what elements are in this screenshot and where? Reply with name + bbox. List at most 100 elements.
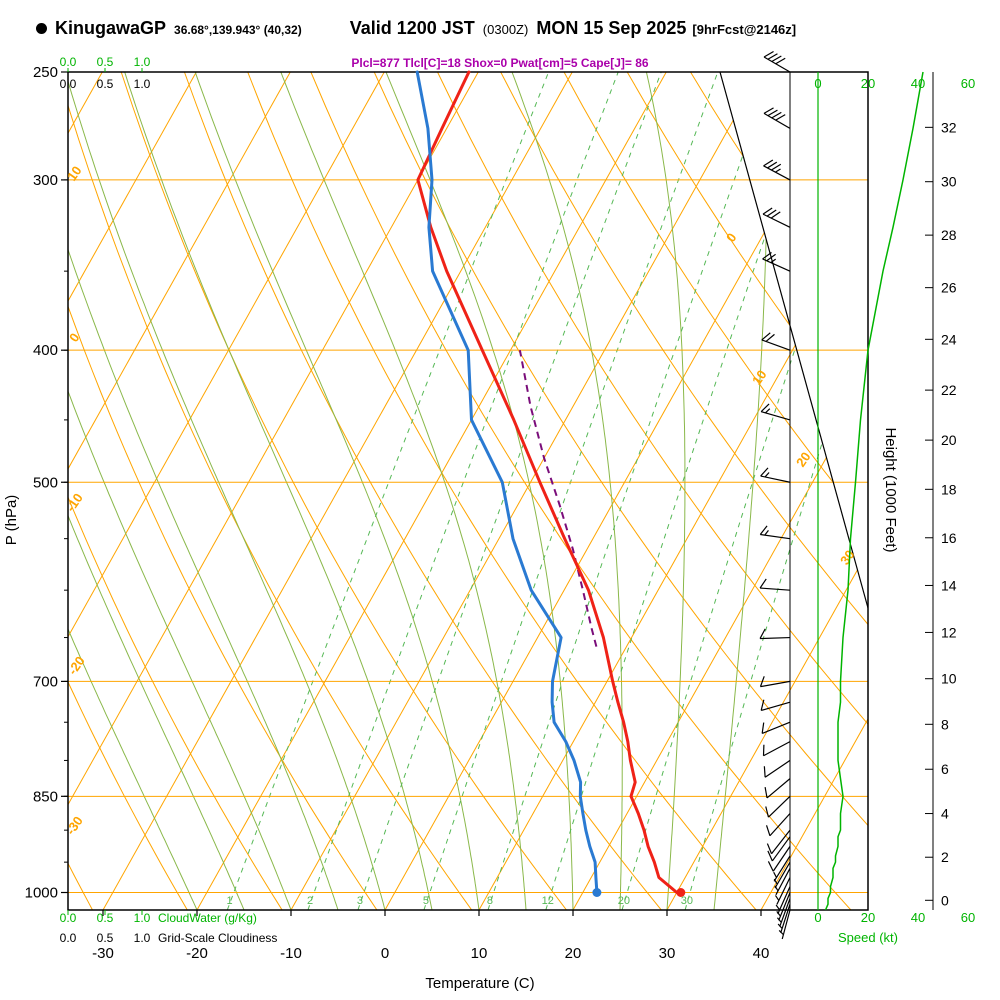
speed-tick-bottom: 0 (814, 910, 821, 925)
temperature-curve (416, 70, 679, 894)
cloudiness-scale-top: 0.5 (97, 77, 114, 91)
station-coords: 36.68°,139.943° (40,32) (174, 23, 302, 37)
cloudwater-scale-top: 1.0 (134, 55, 151, 69)
mixing-ratio-label: 20 (618, 895, 630, 907)
speed-curve (824, 71, 924, 911)
height-tick-label: 28 (941, 227, 957, 243)
height-tick-label: 20 (941, 432, 957, 448)
mixing-ratio-labels: 1 2 3 5 8 12 20 30 (227, 895, 693, 907)
mixing-ratio-label: 8 (487, 895, 493, 907)
dry-adiabat-label: 10 (64, 163, 85, 183)
background-grid (68, 72, 868, 910)
stability-indices: Plcl=877 Tlcl[C]=18 Shox=0 Pwat[cm]=5 Ca… (351, 56, 649, 70)
dry-adiabat-label: -10 (63, 490, 86, 514)
isotherms (68, 72, 868, 910)
temp-tick-label: -30 (92, 945, 114, 962)
height-tick-label: 0 (941, 892, 949, 908)
moist-adiabats (68, 72, 768, 910)
sounding-curves (415, 70, 686, 898)
forecast-tag: [9hrFcst@2146z] (692, 22, 797, 37)
valid-time-utc: (0300Z) (482, 22, 529, 37)
pressure-tick-label: 400 (33, 342, 58, 359)
pressure-tick-label: 250 (33, 64, 58, 81)
pressure-tick-label: 1000 (25, 885, 58, 902)
height-tick-label: 10 (941, 671, 957, 687)
cloudiness-scale-bottom: 1.0 (134, 931, 151, 945)
temp-tick-label: -10 (280, 945, 302, 962)
mixing-ratio-label: 30 (681, 895, 693, 907)
cloudwater-scale-bottom: 0.0 (60, 911, 77, 925)
pressure-axis-title: P (hPa) (3, 495, 20, 546)
cloudwater-label: CloudWater (g/Kg) (158, 911, 257, 925)
speed-tick-top: 20 (861, 76, 875, 91)
mixing-ratio-label: 3 (357, 895, 363, 907)
speed-tick-top: 0 (814, 76, 821, 91)
temp-tick-label: 30 (659, 945, 676, 962)
height-tick-label: 2 (941, 849, 949, 865)
isotherm-label: 0 (723, 230, 739, 245)
height-tick-label: 22 (941, 382, 957, 398)
speed-panel (817, 71, 924, 911)
cloudiness-scale-top: 1.0 (134, 77, 151, 91)
cloudwater-scale-top: 0.5 (97, 55, 114, 69)
speed-tick-top: 60 (961, 76, 975, 91)
pressure-tick-label: 850 (33, 788, 58, 805)
pressure-tick-label: 300 (33, 172, 58, 189)
cloudwater-scale-bottom: 0.5 (97, 911, 114, 925)
height-axis-title: Height (1000 Feet) (882, 427, 899, 552)
cloudiness-label: Grid-Scale Cloudiness (158, 931, 277, 945)
cloud-scales: 0.0 0.0 0.0 0.0 0.5 0.5 0.5 0.5 1.0 1.0 1.0 1.0 Clou… (60, 55, 278, 945)
chart-header: KinugawaGP 36.68°,139.943° (40,32) Valid… (36, 18, 796, 39)
speed-tick-bottom: 20 (861, 910, 875, 925)
speed-tick-bottom: 60 (961, 910, 975, 925)
surface-dewpoint-dot (592, 888, 602, 898)
mixing-ratio-label: 2 (307, 895, 313, 907)
height-tick-label: 18 (941, 481, 957, 497)
cloudwater-scale-bottom: 1.0 (134, 911, 151, 925)
height-tick-label: 14 (941, 577, 957, 593)
mixing-ratio-label: 12 (542, 895, 554, 907)
height-tick-label: 26 (941, 280, 957, 296)
temp-tick-label: 10 (471, 945, 488, 962)
height-tick-label: 30 (941, 174, 957, 190)
station-name: KinugawaGP (55, 18, 167, 38)
isotherm-label: 20 (793, 449, 814, 469)
temp-tick-label: 20 (565, 945, 582, 962)
dewpoint-curve (415, 70, 599, 894)
isotherm-label: 10 (749, 367, 770, 387)
cloudiness-scale-top: 0.0 (60, 77, 77, 91)
speed-tick-bottom: 40 (911, 910, 925, 925)
height-tick-label: 6 (941, 761, 949, 777)
height-tick-label: 32 (941, 119, 957, 135)
parcel-curve (518, 350, 598, 647)
height-tick-label: 24 (941, 331, 957, 347)
pressure-tick-label: 700 (33, 673, 58, 690)
pressure-tick-label: 500 (33, 474, 58, 491)
mixing-ratio-label: 5 (423, 895, 429, 907)
speed-axis-title: Speed (kt) (838, 930, 898, 945)
cloudwater-scale-top: 0.0 (60, 55, 77, 69)
temp-axis-title: Temperature (C) (425, 975, 534, 992)
mixing-ratio-lines (226, 72, 868, 910)
valid-date: MON 15 Sep 2025 (536, 18, 687, 38)
wind-barbs (759, 50, 791, 940)
height-tick-label: 16 (941, 530, 957, 546)
height-tick-label: 12 (941, 624, 957, 640)
temp-tick-label: 40 (753, 945, 770, 962)
temp-tick-label: -20 (186, 945, 208, 962)
dry-adiabat-label: -30 (63, 813, 86, 837)
clip-diagonal-line (719, 71, 869, 609)
surface-temp-dot (676, 888, 686, 898)
station-marker-icon (36, 23, 47, 34)
cloudiness-scale-bottom: 0.0 (60, 931, 77, 945)
valid-time: Valid 1200 JST (349, 18, 475, 38)
height-tick-label: 4 (941, 806, 949, 822)
pressure-lines (68, 179, 868, 894)
dry-adiabats (68, 72, 868, 910)
temp-tick-label: 0 (381, 945, 389, 962)
